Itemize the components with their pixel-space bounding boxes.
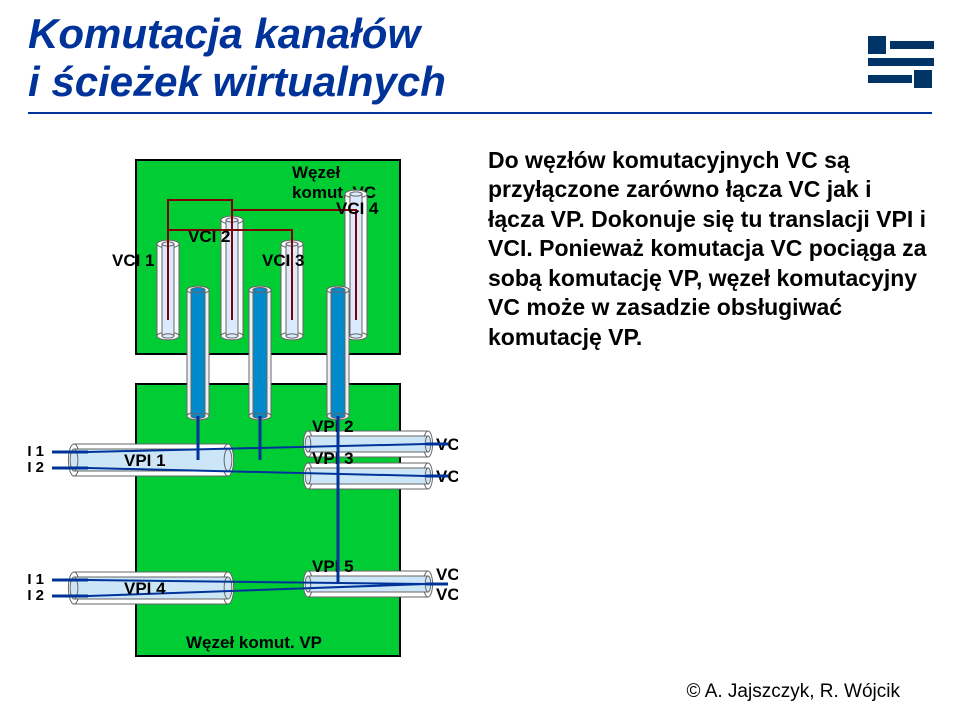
svg-text:Węzeł komut. VP: Węzeł komut. VP [186,633,322,652]
svg-text:VPI 2: VPI 2 [312,417,354,436]
title-underline [28,112,932,114]
body-paragraph: Do węzłów komutacyjnych VC są przyłączon… [488,146,932,352]
svg-text:VCI 2: VCI 2 [28,587,44,604]
slide: { "title_color": "#003399", "title_line1… [0,0,960,717]
credit-text: © A. Jajszczyk, R. Wójcik [686,681,900,703]
svg-text:VPI 3: VPI 3 [312,449,354,468]
svg-text:VCI 1: VCI 1 [112,251,155,270]
svg-text:VCI 2: VCI 2 [188,227,231,246]
svg-text:VPI 4: VPI 4 [124,579,166,598]
svg-text:VPI 1: VPI 1 [124,451,166,470]
title-line-1: Komutacja kanałów [28,10,420,58]
svg-text:VCI 1: VCI 1 [28,443,44,460]
logo-icon [868,36,932,88]
svg-text:VCI 3: VCI 3 [262,251,305,270]
svg-text:VCI 1: VCI 1 [436,565,458,584]
svg-text:VCI 2: VCI 2 [28,459,44,476]
svg-text:VCI 1: VCI 1 [28,571,44,588]
title-line-2: i ścieżek wirtualnych [28,58,446,106]
network-diagram: Węzełkomut. VCWęzeł komut. VPVPI 2VCI 4V… [28,140,458,680]
svg-text:Węzeł: Węzeł [292,163,340,182]
svg-text:VCI 4: VCI 4 [336,199,379,218]
svg-text:VPI 5: VPI 5 [312,557,354,576]
svg-text:VCI 2: VCI 2 [436,585,458,604]
